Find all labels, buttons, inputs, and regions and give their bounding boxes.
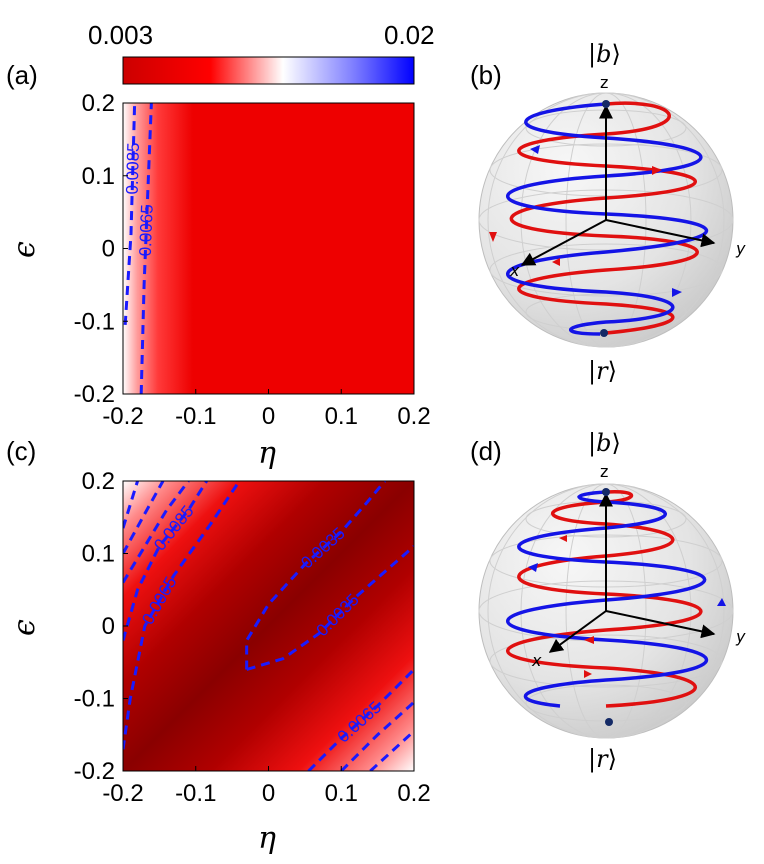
x-tick-label: -0.2 [102, 403, 143, 430]
trajectory-arrow-d5 [584, 670, 592, 678]
trajectory-red-d [506, 490, 703, 708]
ket-r-bottom-d: |r⟩ [588, 745, 617, 774]
bloch-sphere-d: (d) z y x [470, 429, 746, 774]
south-pole-dot-d [605, 718, 613, 726]
x-tick-label: -0.2 [102, 780, 143, 807]
trajectory-arrow-b5 [672, 288, 682, 297]
colorbar: 0.003 0.02 [88, 20, 435, 85]
panel-label-d: (d) [470, 436, 502, 466]
y-tick-label: -0.1 [74, 308, 115, 335]
colorbar-max-label: 0.02 [384, 20, 435, 50]
z-label-b: z [600, 73, 608, 92]
y-tick-label: -0.2 [74, 758, 115, 785]
bloch-sphere-b: (b) z y x [470, 40, 746, 386]
trajectory-blue-d [506, 490, 709, 708]
ylabel-c: ϵ [7, 619, 42, 636]
y-label-d: y [735, 627, 746, 646]
bloch-axes-b: z y x [509, 73, 746, 337]
y-axis-d [605, 610, 716, 639]
contour-line [340, 701, 414, 771]
contour-label: 0.0065 [136, 204, 157, 257]
contour-line [123, 481, 139, 529]
trajectory-arrow-d4 [584, 636, 594, 644]
panel-label-a: (a) [6, 60, 38, 90]
y-label-b: y [735, 239, 746, 258]
trajectory-arrow-b2 [652, 166, 662, 175]
trajectory-arrow-b1 [530, 145, 540, 154]
panel-label-c: (c) [6, 436, 36, 466]
trajectory-arrow-b4 [552, 258, 560, 266]
contour-line [245, 481, 387, 670]
x-label-d: x [531, 651, 542, 670]
north-pole-dot-b [602, 100, 610, 108]
x-tick-label: 0.1 [325, 780, 358, 807]
south-pole-dot-b [600, 329, 608, 337]
trajectory-blue-b [506, 102, 708, 336]
contour-line [123, 103, 137, 325]
colorbar-gradient [122, 56, 415, 85]
trajectory-b [489, 101, 708, 336]
bloch-axes-d: z y x [531, 462, 746, 726]
contour-line [307, 668, 414, 771]
ket-b-top: |b⟩ [588, 40, 621, 69]
x-axis-b [520, 219, 607, 266]
y-axis-b [605, 219, 716, 248]
contour-line [123, 481, 241, 750]
ticks-c: -0.2 -0.1 0 0.1 0.2 0.2 0.1 0 -0.1 -0.2 [74, 468, 431, 807]
x-tick-label: 0 [262, 403, 275, 430]
y-tick-label: 0.2 [82, 90, 115, 117]
contours-a [123, 103, 153, 394]
y-tick-label: 0 [102, 236, 115, 263]
x-tick-label: -0.1 [175, 780, 216, 807]
y-tick-label: 0.1 [82, 163, 115, 190]
trajectory-arrow-d3 [717, 598, 726, 606]
ket-r-bottom: |r⟩ [588, 357, 617, 386]
contour-line [123, 481, 190, 584]
xlabel-c: η [258, 821, 276, 856]
x-axis-d [548, 610, 607, 653]
y-tick-label: -0.1 [74, 686, 115, 713]
ticks-a: -0.2 -0.1 0 0.1 0.2 0.2 0.1 0 -0.1 -0.2 [74, 90, 431, 430]
north-pole-dot-d [602, 488, 610, 496]
y-tick-label: 0.2 [82, 468, 115, 495]
heatmap-a [123, 103, 414, 394]
colorbar-min-label: 0.003 [88, 20, 153, 50]
x-label-b: x [509, 261, 520, 280]
contour-label: 0.0085 [123, 142, 143, 195]
x-tick-label: -0.1 [175, 403, 216, 430]
trajectory-arrow-d1 [559, 535, 567, 542]
xlabel-a: η [258, 436, 276, 471]
y-tick-label: 0 [102, 613, 115, 640]
z-label-d: z [600, 462, 608, 481]
trajectory-arrow-b3 [489, 232, 497, 242]
contour-line [369, 730, 414, 771]
contour-line [123, 481, 165, 555]
x-tick-label: 0.1 [325, 403, 358, 430]
contours-c [123, 481, 414, 771]
trajectory-red-b [509, 101, 699, 335]
contour-line [123, 481, 208, 641]
y-tick-label: -0.2 [74, 381, 115, 408]
x-tick-label: 0 [262, 780, 275, 807]
ylabel-a: ϵ [7, 241, 42, 258]
x-tick-label: 0.2 [397, 403, 430, 430]
contour-labels-a: 0.0085 0.0065 [123, 142, 157, 256]
contour-line [246, 545, 414, 671]
panel-label-b: (b) [470, 60, 502, 90]
y-tick-label: 0.1 [82, 541, 115, 568]
trajectory-arrow-d2 [528, 563, 538, 572]
x-tick-label: 0.2 [397, 780, 430, 807]
ket-b-top-d: |b⟩ [588, 429, 621, 458]
trajectory-d [506, 490, 726, 708]
